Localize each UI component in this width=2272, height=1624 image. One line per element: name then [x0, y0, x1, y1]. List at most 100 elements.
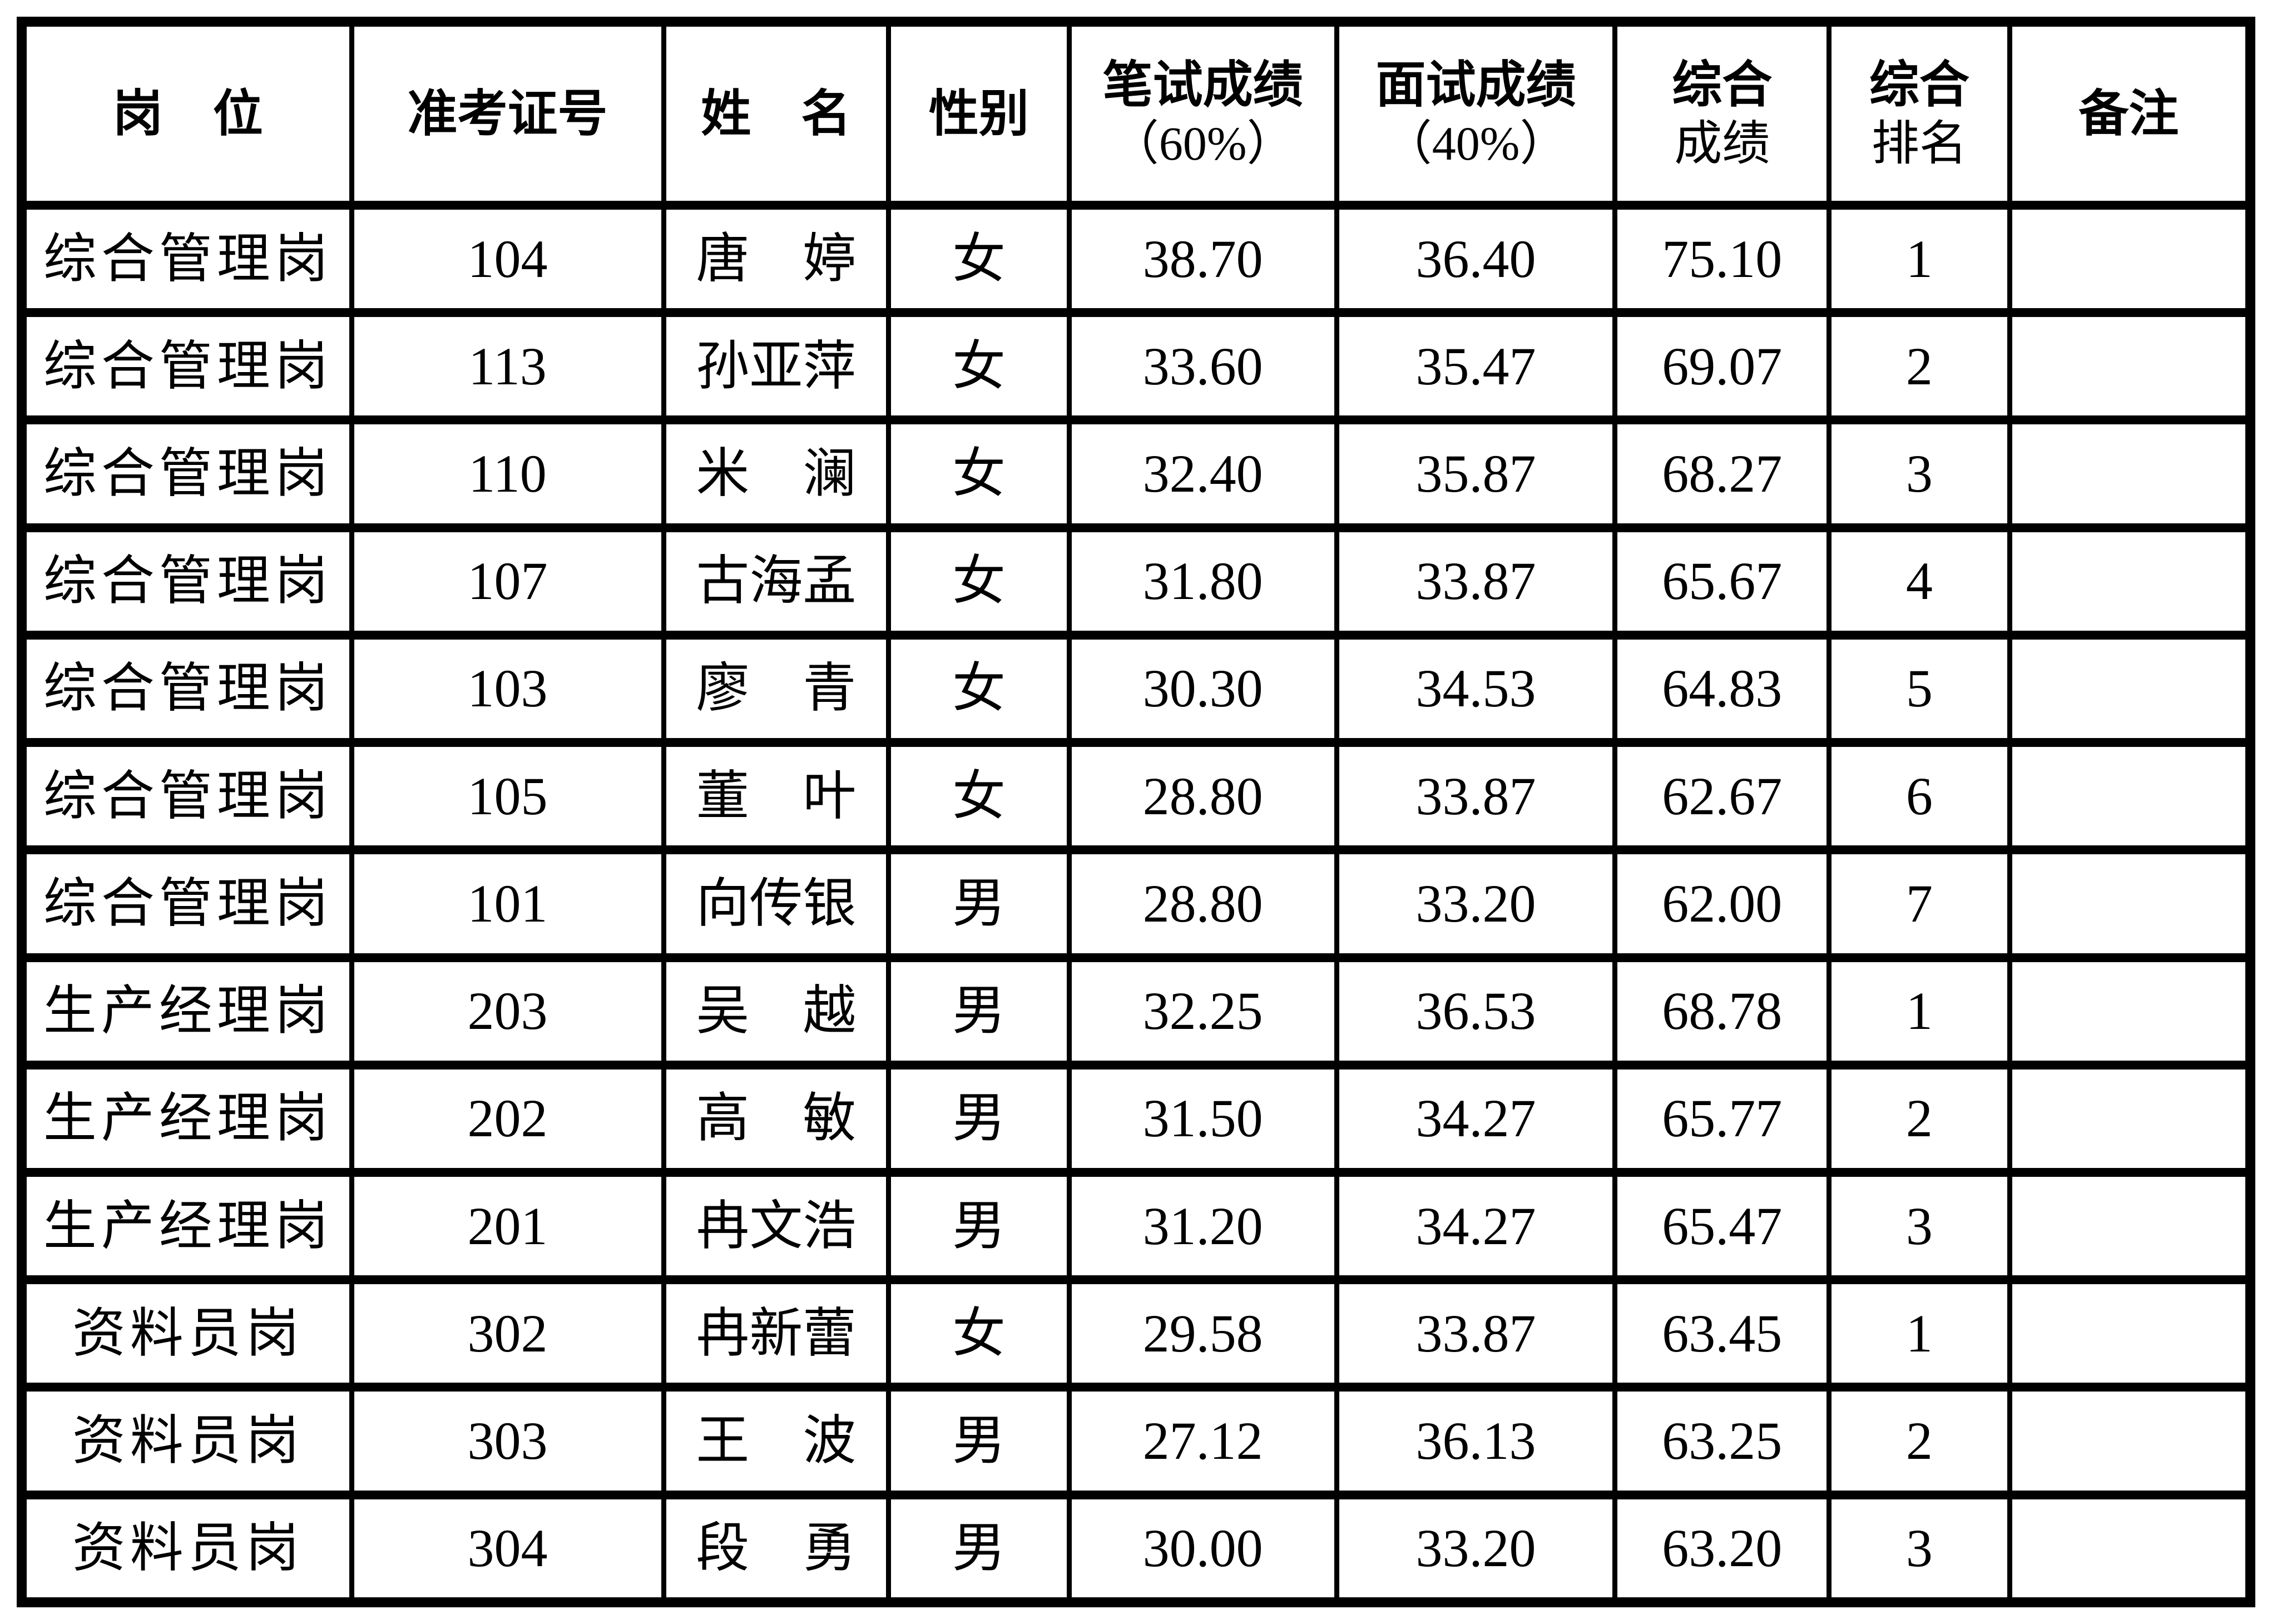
cell-gender: 男 — [886, 1060, 1072, 1177]
cell-interview: 33.87 — [1334, 738, 1618, 855]
cell-written: 38.70 — [1066, 200, 1339, 318]
cell-position: 综合管理岗 — [19, 845, 354, 962]
cell-exam_no: 201 — [349, 1167, 666, 1285]
table-row: 综合管理岗 107 古海孟女 31.80 33.87 65.67 4 — [19, 523, 2253, 640]
cell-total: 65.77 — [1612, 1060, 1832, 1177]
cell-note — [2007, 523, 2253, 640]
cell-note — [2007, 845, 2253, 962]
cell-gender: 女 — [886, 738, 1072, 855]
cell-name: 米 澜 — [661, 415, 892, 532]
cell-position: 综合管理岗 — [19, 523, 354, 640]
cell-gender: 男 — [886, 845, 1072, 962]
cell-exam_no: 103 — [349, 630, 666, 747]
cell-position: 综合管理岗 — [19, 415, 354, 532]
table-row: 综合管理岗 113 孙亚萍女 33.60 35.47 69.07 2 — [19, 308, 2253, 425]
table-row: 资料员岗 302 冉新蕾女 29.58 33.87 63.45 1 — [19, 1275, 2253, 1392]
cell-name: 孙亚萍 — [661, 308, 892, 425]
column-header-label: 姓 名 — [701, 86, 852, 142]
cell-position: 资料员岗 — [19, 1275, 354, 1392]
cell-written: 31.20 — [1066, 1167, 1339, 1285]
cell-note — [2007, 630, 2253, 747]
cell-written: 30.30 — [1066, 630, 1339, 747]
table-row: 生产经理岗 202 高 敏男 31.50 34.27 65.77 2 — [19, 1060, 2253, 1177]
cell-position: 综合管理岗 — [19, 200, 354, 318]
column-header-label: 面试成绩 — [1375, 57, 1576, 113]
cell-rank: 2 — [1826, 1383, 2012, 1499]
cell-exam_no: 107 — [349, 523, 666, 640]
cell-gender: 女 — [886, 1275, 1072, 1392]
cell-rank: 4 — [1826, 523, 2012, 640]
cell-exam_no: 113 — [349, 308, 666, 425]
cell-total: 68.78 — [1612, 953, 1832, 1070]
cell-interview: 33.87 — [1334, 1275, 1618, 1392]
cell-gender: 女 — [886, 523, 1072, 640]
table-row: 综合管理岗 101 向传银男 28.80 33.20 62.00 7 — [19, 845, 2253, 962]
column-header-label: 备注 — [2078, 86, 2179, 142]
cell-name: 董 叶 — [661, 738, 892, 855]
cell-total: 68.27 — [1612, 415, 1832, 532]
column-header-overall-rank: 综合 排名 — [1826, 17, 2012, 210]
cell-position: 生产经理岗 — [19, 1167, 354, 1285]
cell-written: 31.80 — [1066, 523, 1339, 640]
cell-name: 高 敏 — [661, 1060, 892, 1177]
table-row: 综合管理岗 110 米 澜女 32.40 35.87 68.27 3 — [19, 415, 2253, 532]
cell-written: 31.50 — [1066, 1060, 1339, 1177]
cell-exam_no: 101 — [349, 845, 666, 962]
cell-total: 62.67 — [1612, 738, 1832, 855]
cell-written: 28.80 — [1066, 738, 1339, 855]
cell-total: 63.20 — [1612, 1490, 1832, 1607]
cell-rank: 3 — [1826, 1490, 2012, 1607]
cell-gender: 女 — [886, 308, 1072, 425]
cell-name: 段 勇 — [661, 1490, 892, 1607]
cell-interview: 35.47 — [1334, 308, 1618, 425]
cell-interview: 34.53 — [1334, 630, 1618, 747]
cell-interview: 33.87 — [1334, 523, 1618, 640]
cell-name: 王 波 — [661, 1383, 892, 1499]
cell-position: 综合管理岗 — [19, 630, 354, 747]
cell-exam_no: 105 — [349, 738, 666, 855]
column-header-interview-score: 面试成绩 （40%） — [1334, 17, 1618, 210]
cell-gender: 男 — [886, 1383, 1072, 1499]
cell-total: 63.25 — [1612, 1383, 1832, 1499]
cell-name: 向传银 — [661, 845, 892, 962]
cell-name: 古海孟 — [661, 523, 892, 640]
results-tbody: 综合管理岗 104 唐 婷女 38.70 36.40 75.10 1 综合管理岗 113 孙亚萍女… — [19, 200, 2253, 1607]
column-header-label: 准考证号 — [407, 86, 608, 142]
cell-note — [2007, 1490, 2253, 1607]
cell-gender: 女 — [886, 630, 1072, 747]
table-row: 生产经理岗 203 吴 越男 32.25 36.53 68.78 1 — [19, 953, 2253, 1070]
cell-note — [2007, 308, 2253, 425]
column-header-label: 岗 位 — [112, 86, 263, 142]
cell-interview: 36.13 — [1334, 1383, 1618, 1499]
cell-total: 69.07 — [1612, 308, 1832, 425]
column-header-position: 岗 位 — [19, 17, 354, 210]
cell-gender: 男 — [886, 1167, 1072, 1285]
column-header-label: 综合 — [1672, 57, 1773, 113]
cell-exam_no: 302 — [349, 1275, 666, 1392]
cell-rank: 1 — [1826, 200, 2012, 318]
table-row: 综合管理岗 105 董 叶女 28.80 33.87 62.67 6 — [19, 738, 2253, 855]
cell-exam_no: 203 — [349, 953, 666, 1070]
cell-interview: 33.20 — [1334, 1490, 1618, 1607]
exam-results-table: 岗 位 准考证号 姓 名 性别 笔试成绩 （60%） — [17, 17, 2255, 1607]
cell-gender: 男 — [886, 953, 1072, 1070]
table-row: 综合管理岗 104 唐 婷女 38.70 36.40 75.10 1 — [19, 200, 2253, 318]
cell-written: 30.00 — [1066, 1490, 1339, 1607]
cell-note — [2007, 1275, 2253, 1392]
cell-rank: 3 — [1826, 1167, 2012, 1285]
cell-position: 资料员岗 — [19, 1490, 354, 1607]
cell-position: 综合管理岗 — [19, 308, 354, 425]
cell-exam_no: 104 — [349, 200, 666, 318]
table-row: 资料员岗 303 王 波男 27.12 36.13 63.25 2 — [19, 1383, 2253, 1499]
cell-note — [2007, 1383, 2253, 1499]
cell-total: 62.00 — [1612, 845, 1832, 962]
cell-note — [2007, 953, 2253, 1070]
cell-note — [2007, 1060, 2253, 1177]
cell-note — [2007, 415, 2253, 532]
cell-total: 63.45 — [1612, 1275, 1832, 1392]
column-header-subline: 排名 — [1871, 116, 1967, 170]
cell-note — [2007, 1167, 2253, 1285]
column-header-subline: 成绩 — [1674, 116, 1770, 170]
table-row: 综合管理岗 103 廖 青女 30.30 34.53 64.83 5 — [19, 630, 2253, 747]
